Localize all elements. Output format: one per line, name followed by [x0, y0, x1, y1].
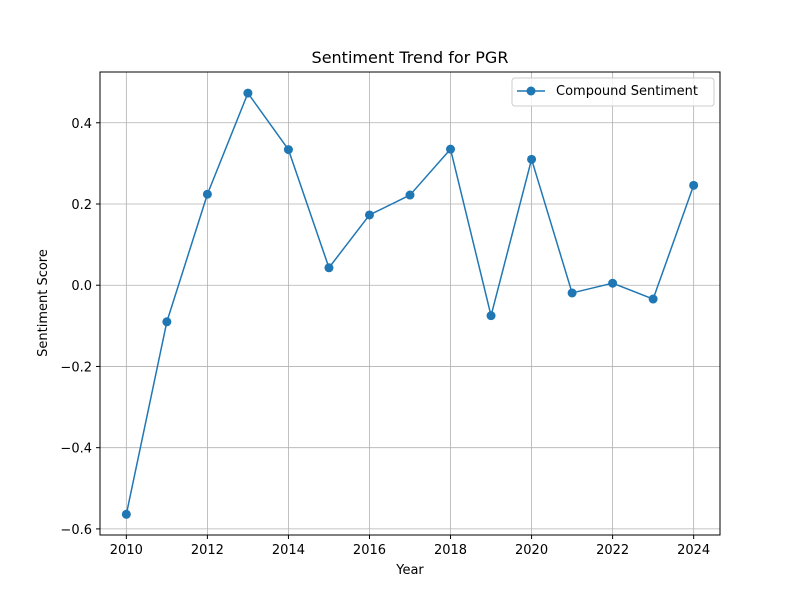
series-layer: [121, 88, 699, 519]
data-point: [608, 278, 618, 288]
data-point: [202, 189, 212, 199]
data-point: [243, 88, 253, 98]
y-tick-label: −0.4: [60, 442, 92, 457]
x-tick-label: 2012: [191, 543, 224, 558]
data-point: [162, 317, 172, 327]
x-axis-label: Year: [395, 563, 424, 578]
x-axis-ticks: 2010 2012 2014 2016 2018 2020 2022 2024: [110, 535, 710, 558]
data-point: [364, 210, 374, 220]
chart-title: Sentiment Trend for PGR: [312, 48, 509, 67]
y-tick-label: −0.6: [60, 523, 92, 538]
x-tick-label: 2016: [353, 543, 386, 558]
legend-box: [511, 77, 715, 107]
y-tick-label: 0.0: [71, 279, 92, 294]
y-tick-label: −0.2: [60, 360, 92, 375]
x-tick-label: 2024: [677, 543, 710, 558]
legend: Compound Sentiment: [511, 77, 715, 107]
data-point: [689, 180, 699, 190]
x-tick-label: 2022: [596, 543, 629, 558]
x-tick-label: 2014: [272, 543, 305, 558]
data-point: [486, 311, 496, 321]
legend-marker-swatch: [526, 86, 536, 96]
data-point: [648, 294, 658, 304]
data-point: [446, 144, 456, 154]
y-tick-label: 0.4: [71, 117, 92, 132]
y-tick-label: 0.2: [71, 198, 92, 213]
data-point: [527, 154, 537, 164]
plot-frame: [99, 71, 721, 536]
y-axis-ticks: −0.6 −0.4 −0.2 0.0 0.2 0.4: [60, 117, 100, 538]
legend-label: Compound Sentiment: [556, 84, 698, 99]
y-axis-label: Sentiment Score: [36, 249, 51, 357]
data-point: [324, 263, 334, 273]
data-point: [121, 509, 131, 519]
x-tick-label: 2010: [110, 543, 143, 558]
data-point: [567, 288, 577, 298]
x-tick-label: 2020: [515, 543, 548, 558]
x-tick-label: 2018: [434, 543, 467, 558]
data-point: [283, 145, 293, 155]
data-point: [405, 190, 415, 200]
